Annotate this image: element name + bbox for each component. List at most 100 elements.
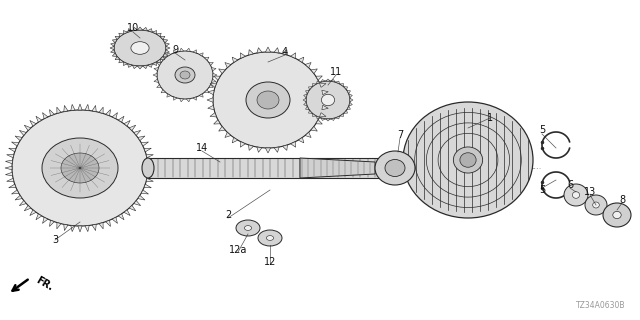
Ellipse shape [257,91,279,109]
Polygon shape [232,57,238,62]
Polygon shape [163,39,168,43]
Ellipse shape [258,230,282,246]
Polygon shape [138,136,145,140]
Ellipse shape [460,153,476,167]
Polygon shape [282,145,287,150]
Polygon shape [186,48,190,52]
Polygon shape [36,214,42,220]
Polygon shape [9,184,16,188]
Polygon shape [99,107,103,113]
Polygon shape [209,84,213,88]
Ellipse shape [246,82,290,118]
Polygon shape [210,113,216,117]
Text: TZ34A0630B: TZ34A0630B [575,301,625,310]
Polygon shape [71,104,75,110]
Polygon shape [305,90,309,93]
Polygon shape [347,107,351,110]
Polygon shape [212,68,216,71]
Polygon shape [128,64,132,68]
Polygon shape [157,84,161,88]
Polygon shape [199,94,203,97]
Polygon shape [128,28,132,32]
Polygon shape [291,142,296,147]
Polygon shape [331,80,335,82]
Polygon shape [124,210,130,216]
Ellipse shape [142,158,154,178]
Polygon shape [118,116,124,122]
Polygon shape [303,102,307,106]
Text: 1: 1 [487,113,493,123]
Polygon shape [146,178,154,182]
Ellipse shape [375,151,415,185]
Polygon shape [106,220,111,227]
Polygon shape [305,107,309,110]
Polygon shape [340,84,344,86]
Polygon shape [193,97,196,100]
Polygon shape [225,62,231,68]
Polygon shape [49,109,54,116]
Polygon shape [78,104,82,110]
Polygon shape [78,226,82,232]
Polygon shape [57,107,61,113]
Polygon shape [160,56,165,60]
Polygon shape [322,90,328,95]
Polygon shape [141,190,148,194]
Polygon shape [349,102,353,106]
Text: 9: 9 [172,45,178,55]
Polygon shape [71,226,75,232]
Polygon shape [85,226,89,232]
Polygon shape [240,142,245,147]
Ellipse shape [244,226,252,230]
Polygon shape [161,57,166,60]
Polygon shape [5,172,13,176]
Ellipse shape [42,138,118,198]
Polygon shape [124,62,128,66]
Polygon shape [141,142,148,146]
Polygon shape [49,220,54,227]
Polygon shape [322,105,328,110]
Polygon shape [300,158,375,178]
Polygon shape [24,125,31,131]
Polygon shape [266,47,271,52]
Polygon shape [144,184,151,188]
Polygon shape [36,116,42,122]
Polygon shape [248,145,253,150]
Text: 13: 13 [584,187,596,197]
Polygon shape [321,118,325,120]
Text: 7: 7 [397,130,403,140]
Polygon shape [199,53,203,56]
Polygon shape [214,120,220,124]
Ellipse shape [613,212,621,219]
Polygon shape [186,99,190,102]
Text: 2: 2 [225,210,231,220]
Polygon shape [214,76,220,80]
Ellipse shape [180,71,190,79]
Text: 5: 5 [539,125,545,135]
Polygon shape [257,48,262,53]
Ellipse shape [572,192,580,198]
Polygon shape [92,105,96,112]
Polygon shape [291,53,296,58]
Ellipse shape [175,67,195,83]
Polygon shape [152,62,157,66]
Polygon shape [317,81,321,84]
Polygon shape [129,125,136,131]
Polygon shape [138,27,143,30]
Polygon shape [274,147,279,152]
Polygon shape [110,46,114,50]
Polygon shape [42,113,48,119]
Ellipse shape [453,147,483,173]
Ellipse shape [236,220,260,236]
Polygon shape [232,138,238,143]
Polygon shape [212,79,216,83]
Polygon shape [85,104,89,110]
Polygon shape [115,56,120,60]
Polygon shape [208,90,214,95]
Text: 10: 10 [127,23,139,33]
Polygon shape [311,126,317,131]
Polygon shape [106,109,111,116]
Polygon shape [344,110,348,113]
Polygon shape [12,142,19,146]
Polygon shape [335,81,339,84]
Polygon shape [180,48,184,52]
